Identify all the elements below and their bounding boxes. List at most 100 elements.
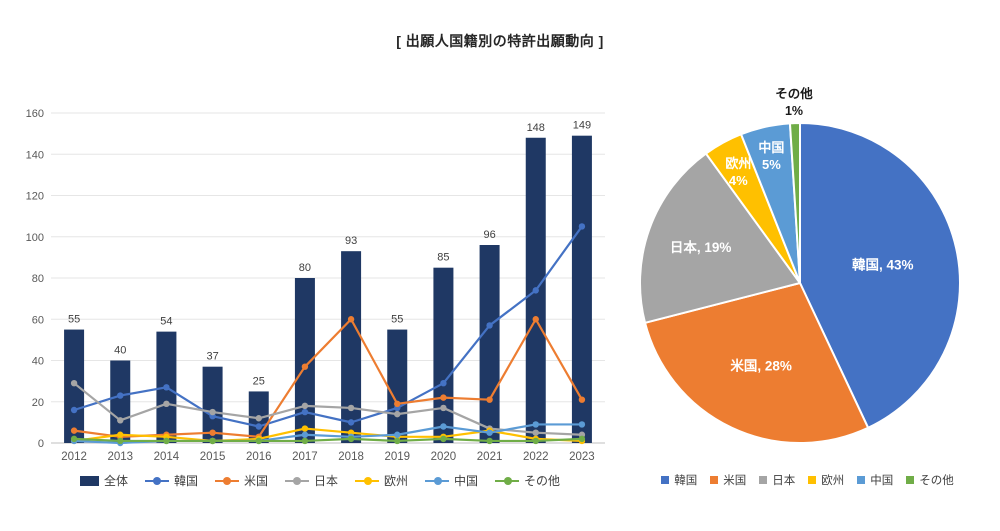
legend-label: 全体	[103, 474, 128, 488]
line-point	[70, 379, 78, 387]
y-tick-label: 40	[32, 356, 44, 368]
line-point	[578, 435, 586, 443]
legend-label: 米国	[243, 474, 268, 488]
pie-data-label-日本: 日本, 19%	[670, 239, 732, 255]
line-point	[301, 408, 309, 416]
legend-item-その他: その他	[906, 472, 954, 488]
line-point	[486, 322, 493, 329]
legend-item-欧州: 欧州	[355, 472, 408, 489]
bar-value-label: 85	[437, 252, 449, 264]
bar-value-label: 55	[391, 314, 403, 326]
legend-item-中国: 中国	[857, 472, 893, 488]
line-series-韓国	[73, 225, 583, 428]
line-point	[486, 396, 493, 403]
bar-2021	[479, 245, 500, 443]
legend-marker-square	[759, 476, 768, 484]
bar-value-label: 148	[527, 122, 545, 134]
line-point	[486, 429, 493, 436]
bar-2019	[387, 329, 408, 443]
legend-label: 中国	[454, 474, 479, 488]
pie-chart-legend: 韓国 米国 日本 欧州 中国 その他	[630, 472, 985, 488]
combo-chart-legend: 全体 韓国 米国 日本 欧州 中国 その他	[15, 472, 625, 489]
y-tick-label: 60	[32, 314, 44, 326]
x-tick-label: 2012	[61, 451, 87, 463]
line-point	[440, 435, 447, 443]
legend-marker-line	[144, 476, 169, 485]
line-series-その他	[74, 437, 582, 443]
pie-chart-svg: 韓国, 43% 米国, 28% 日本, 19% 欧州 4% 中国 5% その他 1%	[639, 86, 961, 444]
y-tick-label: 0	[38, 438, 44, 450]
legend-marker-line	[355, 476, 379, 485]
legend-item-米国: 米国	[710, 472, 746, 488]
y-tick-label: 20	[32, 397, 44, 409]
x-tick-label: 2022	[523, 451, 549, 463]
legend-label: 日本	[772, 475, 796, 487]
legend-marker-bar	[79, 475, 99, 486]
legend-item-中国: 中国	[425, 472, 478, 489]
y-tick-label: 120	[26, 191, 44, 203]
x-tick-label: 2021	[477, 451, 503, 463]
x-tick-label: 2017	[292, 451, 318, 463]
line-series-米国	[73, 318, 583, 438]
line-point	[347, 404, 355, 412]
line-point	[209, 437, 216, 445]
line-point	[209, 429, 216, 436]
legend-marker-line	[495, 476, 520, 485]
pie-data-label-米国: 米国, 28%	[730, 358, 792, 374]
bar-value-label: 25	[253, 375, 265, 387]
pie-data-label-欧州: 欧州	[725, 156, 751, 171]
legend-item-日本: 日本	[284, 472, 338, 489]
bar-value-label: 55	[68, 314, 80, 326]
line-point	[209, 408, 216, 416]
bar-2023	[571, 135, 592, 443]
line-point	[394, 431, 401, 438]
line-point	[578, 421, 586, 428]
line-point	[440, 394, 447, 401]
pie-data-label-その他: その他	[775, 86, 813, 101]
pie-chart: 韓国, 43% 米国, 28% 日本, 19% 欧州 4% 中国 5% その他 1%	[630, 85, 985, 465]
pie-slice-日本	[639, 152, 801, 324]
pie-slice-米国	[644, 282, 870, 444]
pie-slice-韓国	[799, 122, 961, 429]
legend-item-その他: その他	[495, 472, 560, 489]
legend-marker-square	[857, 476, 866, 484]
bar-2020	[433, 267, 454, 443]
x-tick-label: 2019	[384, 451, 410, 463]
line-point	[532, 287, 539, 294]
bar-value-label: 37	[206, 351, 218, 363]
line-point	[70, 427, 78, 434]
y-tick-label: 160	[26, 108, 44, 120]
line-point	[532, 437, 539, 445]
legend-label: 韓国	[674, 475, 698, 487]
line-point	[70, 435, 78, 443]
line-point	[117, 437, 124, 445]
pie-data-label-その他: 1%	[785, 104, 803, 118]
line-point	[347, 419, 355, 426]
pie-data-label-中国: 中国	[758, 140, 784, 155]
chart-title: [ 出願人国籍別の特許出願動向 ]	[396, 33, 604, 49]
combo-chart-svg: 0 20 40 60 80 100 120 140 160 55 40 54 37 25 80 93 55 85 9…	[26, 108, 605, 463]
line-point	[117, 392, 124, 399]
line-point	[440, 423, 447, 430]
legend-marker-square	[808, 476, 817, 484]
line-point	[255, 437, 262, 445]
line-point	[301, 425, 309, 432]
x-tick-label: 2014	[154, 451, 180, 463]
legend-item-米国: 米国	[214, 472, 268, 489]
legend-label: その他	[919, 475, 954, 487]
x-tick-label: 2018	[338, 451, 364, 463]
legend-label: 米国	[723, 475, 747, 487]
legend-item-全体: 全体	[79, 472, 128, 489]
pie-data-label-韓国: 韓国, 43%	[852, 257, 914, 273]
x-tick-label: 2016	[246, 451, 272, 463]
line-point	[301, 437, 309, 445]
line-point	[394, 410, 401, 418]
legend-item-欧州: 欧州	[808, 472, 844, 488]
x-tick-label: 2013	[107, 451, 133, 463]
bar-2013	[110, 360, 131, 443]
x-tick-label: 2020	[431, 451, 457, 463]
line-point	[70, 406, 78, 414]
legend-marker-square	[710, 476, 719, 484]
legend-label: 欧州	[821, 475, 845, 487]
bar-2015	[202, 366, 223, 443]
